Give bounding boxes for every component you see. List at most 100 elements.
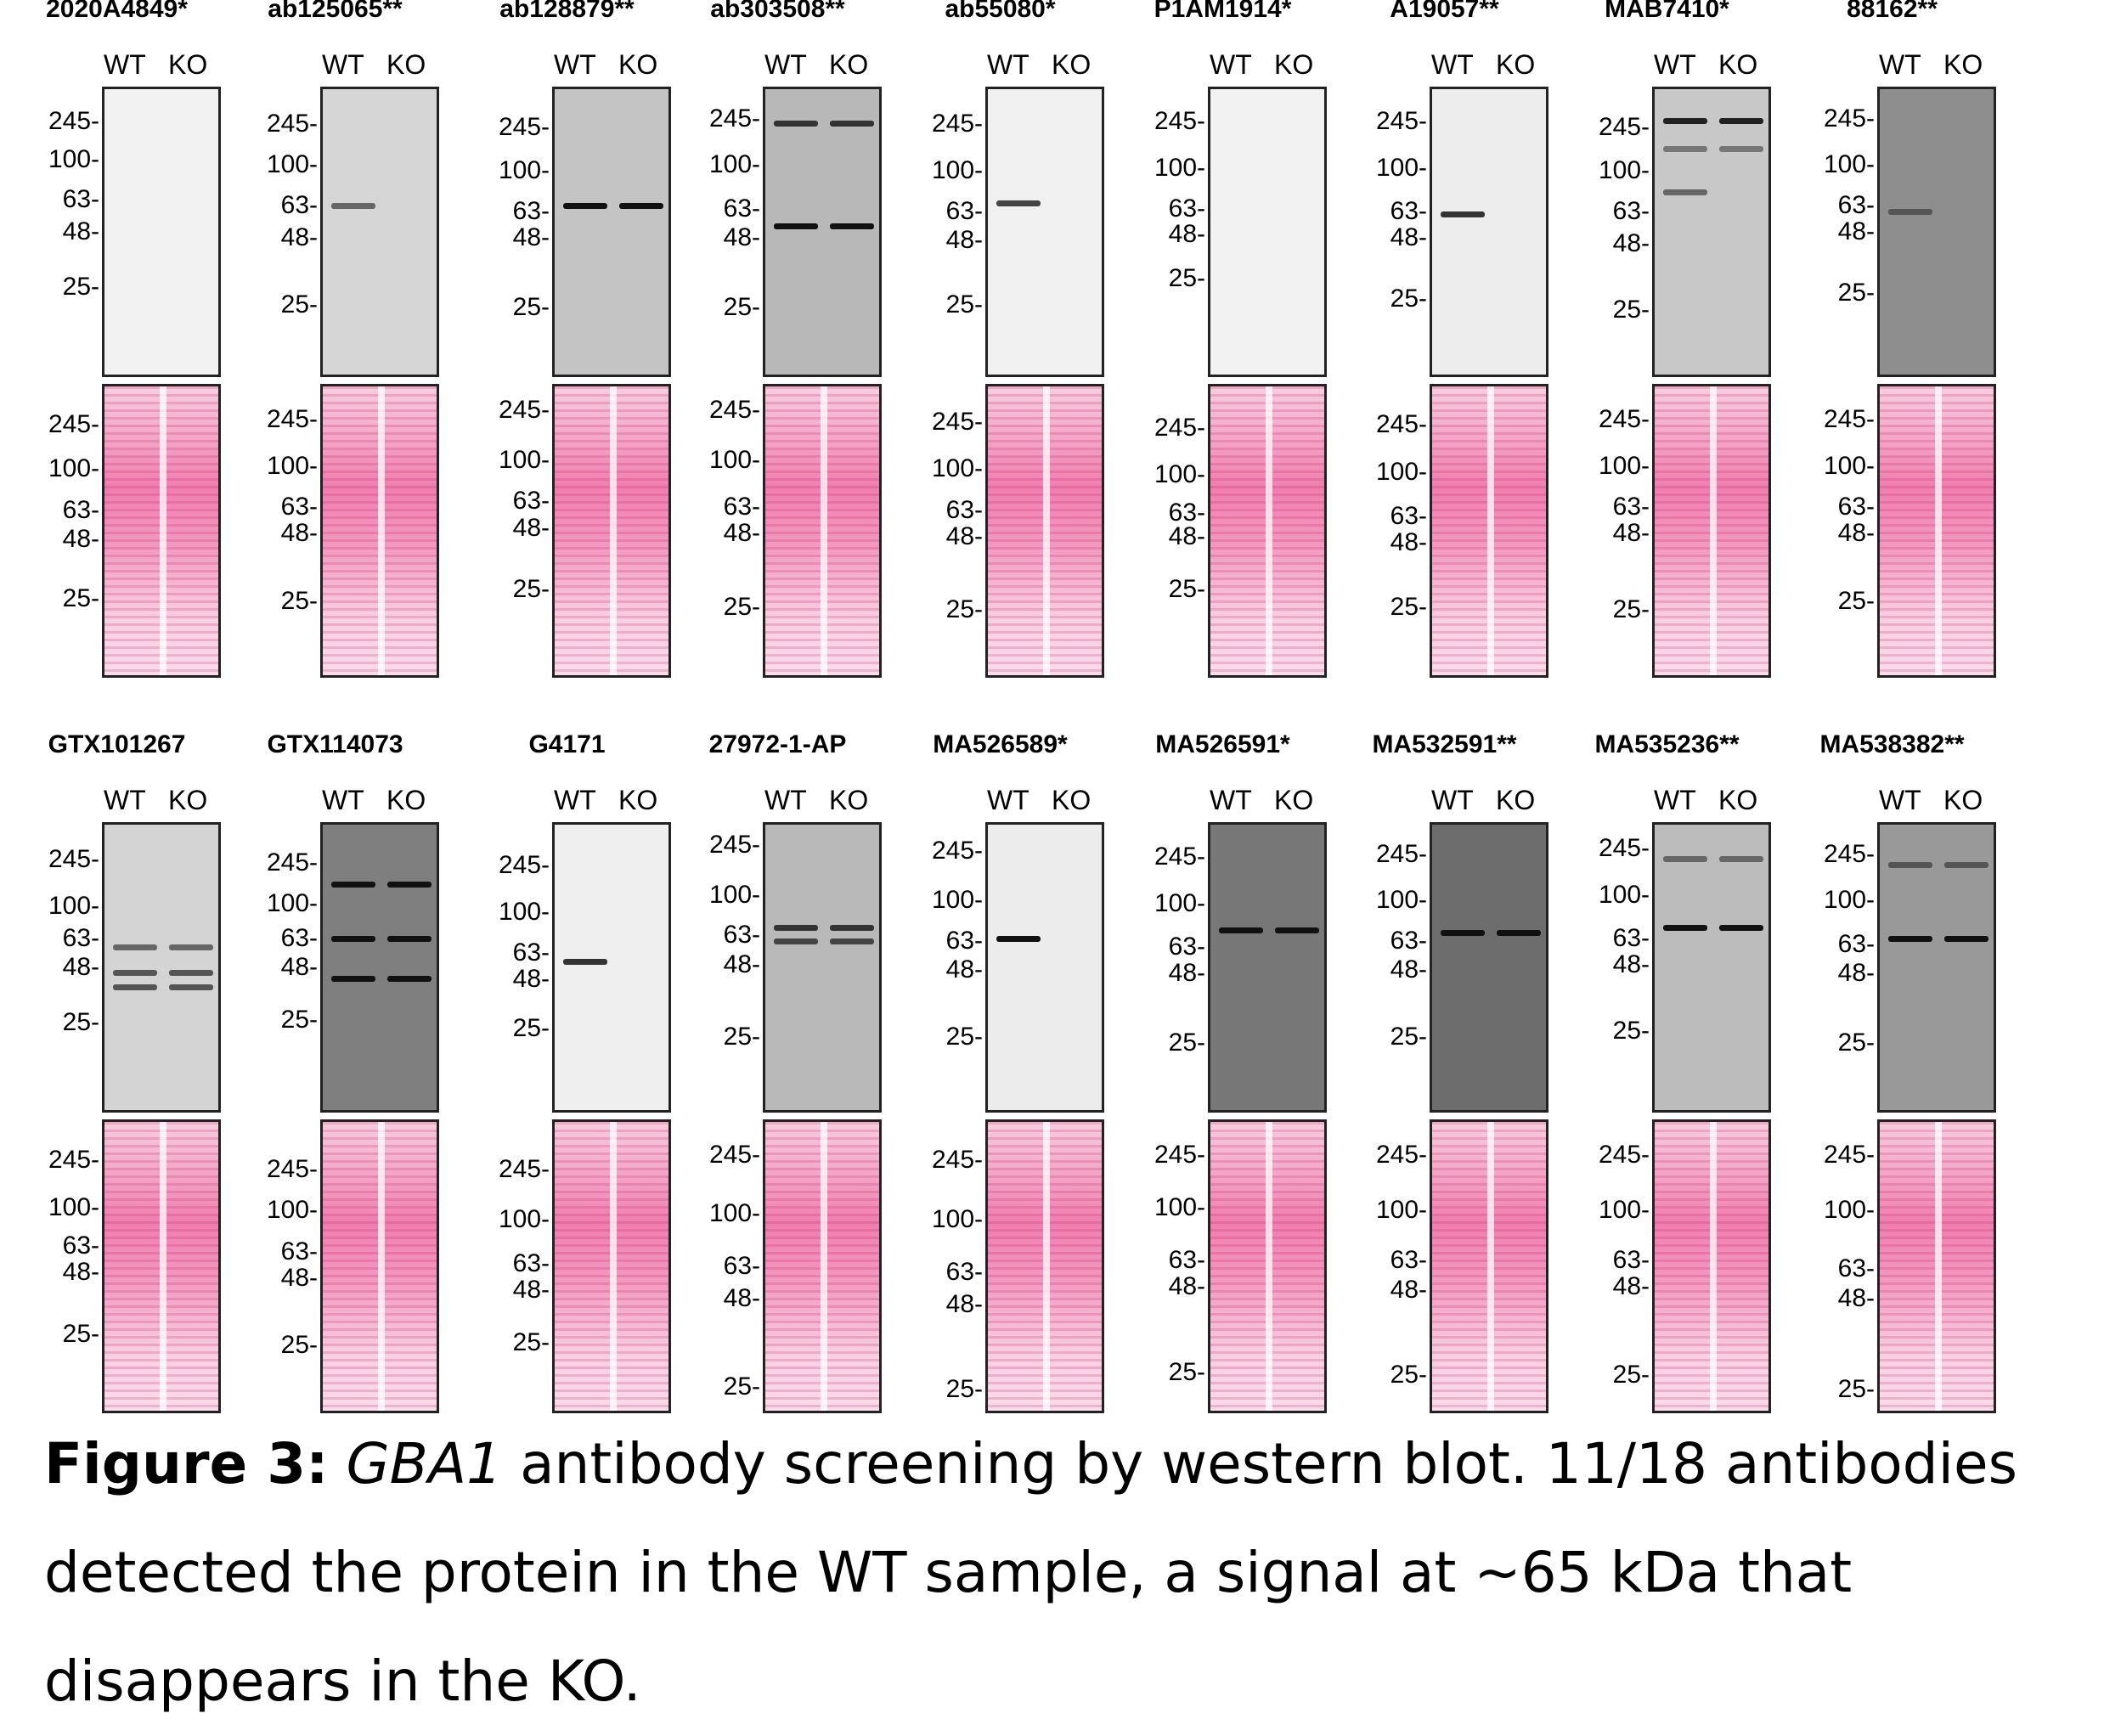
molecular-weight-marker: 25-: [512, 1327, 550, 1356]
molecular-weight-marker: 48-: [512, 513, 550, 542]
molecular-weight-marker: 245-: [1823, 104, 1875, 132]
molecular-weight-marker: 48-: [62, 217, 99, 245]
ponceau-stain-image: [1208, 384, 1327, 678]
molecular-weight-marker: 63-: [1390, 1246, 1427, 1275]
molecular-weight-marker: 25-: [1612, 1361, 1650, 1389]
molecular-weight-marker: 48-: [1390, 223, 1427, 251]
western-blot-image: [763, 87, 882, 377]
molecular-weight-marker: 25-: [723, 1372, 760, 1401]
molecular-weight-marker: 245-: [266, 1154, 318, 1183]
lane-label-ko: KO: [829, 785, 869, 815]
molecular-weight-marker: 245-: [1375, 107, 1427, 136]
molecular-weight-marker: 25-: [1612, 1017, 1650, 1046]
ponceau-stain-image: [1877, 384, 1996, 678]
molecular-weight-marker: 245-: [48, 107, 99, 136]
molecular-weight-marker: 245-: [931, 837, 983, 865]
lane-label-ko: KO: [1718, 49, 1758, 80]
blot-panel: MA526591* WT KO 245- 100- 63- 48- 25- 245- 100- 63…: [1106, 730, 1340, 1415]
protein-band: [1663, 146, 1707, 153]
molecular-weight-marker: 25-: [1612, 296, 1650, 324]
molecular-weight-marker: 48-: [1837, 217, 1875, 245]
molecular-weight-marker: 100-: [498, 156, 550, 185]
molecular-weight-marker: 100-: [1375, 153, 1427, 182]
molecular-weight-marker: 245-: [48, 1146, 99, 1175]
ponceau-stain-image: [763, 1119, 882, 1413]
protein-band: [774, 223, 818, 229]
molecular-weight-marker: 48-: [723, 950, 760, 978]
molecular-weight-marker: 100-: [266, 888, 318, 917]
figure-caption: Figure 3: GBA1 antibody screening by wes…: [44, 1410, 2066, 1736]
blot-panel: MAB7410* WT KO 245- 100- 63- 48- 25- 245- 100- 63-…: [1550, 0, 1784, 679]
lane-label-ko: KO: [386, 49, 426, 80]
molecular-weight-marker: 25-: [512, 292, 550, 321]
lane-label-wt: WT: [104, 49, 146, 80]
molecular-weight-marker: 25-: [1168, 1028, 1205, 1057]
protein-band: [387, 936, 432, 943]
molecular-weight-marker: 245-: [1154, 1140, 1205, 1169]
molecular-weight-marker: 245-: [1823, 404, 1875, 433]
molecular-weight-marker: 63-: [1390, 501, 1427, 530]
molecular-weight-marker: 25-: [280, 1331, 318, 1360]
molecular-weight-marker: 48-: [62, 953, 99, 981]
molecular-weight-marker: 25-: [723, 592, 760, 621]
antibody-title: 2020A4849*: [46, 0, 188, 23]
molecular-weight-marker: 100-: [266, 1196, 318, 1225]
molecular-weight-marker: 25-: [62, 583, 99, 612]
protein-band: [1663, 924, 1707, 931]
molecular-weight-marker: 63-: [1837, 191, 1875, 220]
protein-band: [1441, 211, 1485, 218]
protein-band: [1663, 855, 1707, 862]
molecular-weight-marker: 25-: [512, 1013, 550, 1042]
molecular-weight-marker: 63-: [280, 1237, 318, 1265]
molecular-weight-marker: 48-: [723, 519, 760, 548]
molecular-weight-marker: 245-: [498, 112, 550, 141]
protein-band: [1219, 927, 1263, 933]
molecular-weight-marker: 63-: [1168, 1246, 1205, 1275]
molecular-weight-marker: 25-: [280, 290, 318, 318]
molecular-weight-marker: 63-: [512, 197, 550, 226]
molecular-weight-marker: 245-: [266, 848, 318, 876]
lane-label-wt: WT: [1210, 49, 1252, 80]
molecular-weight-marker: 100-: [1598, 451, 1650, 480]
molecular-weight-marker: 245-: [1154, 843, 1205, 871]
lane-gap: [160, 386, 166, 675]
molecular-weight-marker: 63-: [1168, 933, 1205, 961]
molecular-weight-marker: 48-: [62, 525, 99, 554]
lane-label-wt: WT: [1210, 785, 1252, 815]
molecular-weight-marker: 25-: [1837, 278, 1875, 307]
western-blot-image: [1208, 822, 1327, 1113]
molecular-weight-marker: 245-: [1823, 1140, 1875, 1169]
molecular-weight-marker: 245-: [708, 396, 760, 425]
molecular-weight-marker: 100-: [1598, 880, 1650, 909]
molecular-weight-marker: 25-: [1837, 1375, 1875, 1404]
molecular-weight-marker: 245-: [1375, 410, 1427, 439]
lane-label-ko: KO: [1274, 49, 1314, 80]
lane-label-ko: KO: [168, 785, 208, 815]
molecular-weight-marker: 100-: [498, 898, 550, 927]
ponceau-stain-image: [1652, 384, 1771, 678]
lane-gap: [378, 386, 385, 675]
molecular-weight-marker: 100-: [1823, 1196, 1875, 1225]
blot-panel: GTX101267 WT KO 245- 100- 63- 48- 25- 245- 100- 63…: [0, 730, 234, 1415]
protein-band: [1719, 117, 1763, 124]
protein-band: [1441, 930, 1485, 937]
antibody-title: A19057**: [1390, 0, 1499, 23]
lane-label-wt: WT: [987, 785, 1029, 815]
molecular-weight-marker: 100-: [1598, 156, 1650, 185]
western-blot-image: [320, 87, 439, 377]
molecular-weight-marker: 100-: [708, 445, 760, 474]
molecular-weight-marker: 245-: [266, 110, 318, 138]
molecular-weight-marker: 63-: [280, 493, 318, 521]
molecular-weight-marker: 63-: [280, 923, 318, 952]
lane-label-ko: KO: [386, 785, 426, 815]
molecular-weight-marker: 25-: [1390, 284, 1427, 313]
lane-gap: [1266, 386, 1272, 675]
molecular-weight-marker: 48-: [280, 953, 318, 981]
molecular-weight-marker: 100-: [1154, 153, 1205, 182]
western-blot-image: [102, 822, 221, 1113]
lane-label-wt: WT: [322, 785, 364, 815]
molecular-weight-marker: 245-: [1154, 107, 1205, 136]
lane-gap: [610, 1122, 617, 1411]
molecular-weight-marker: 48-: [1837, 958, 1875, 987]
antibody-title: G4171: [528, 730, 606, 758]
